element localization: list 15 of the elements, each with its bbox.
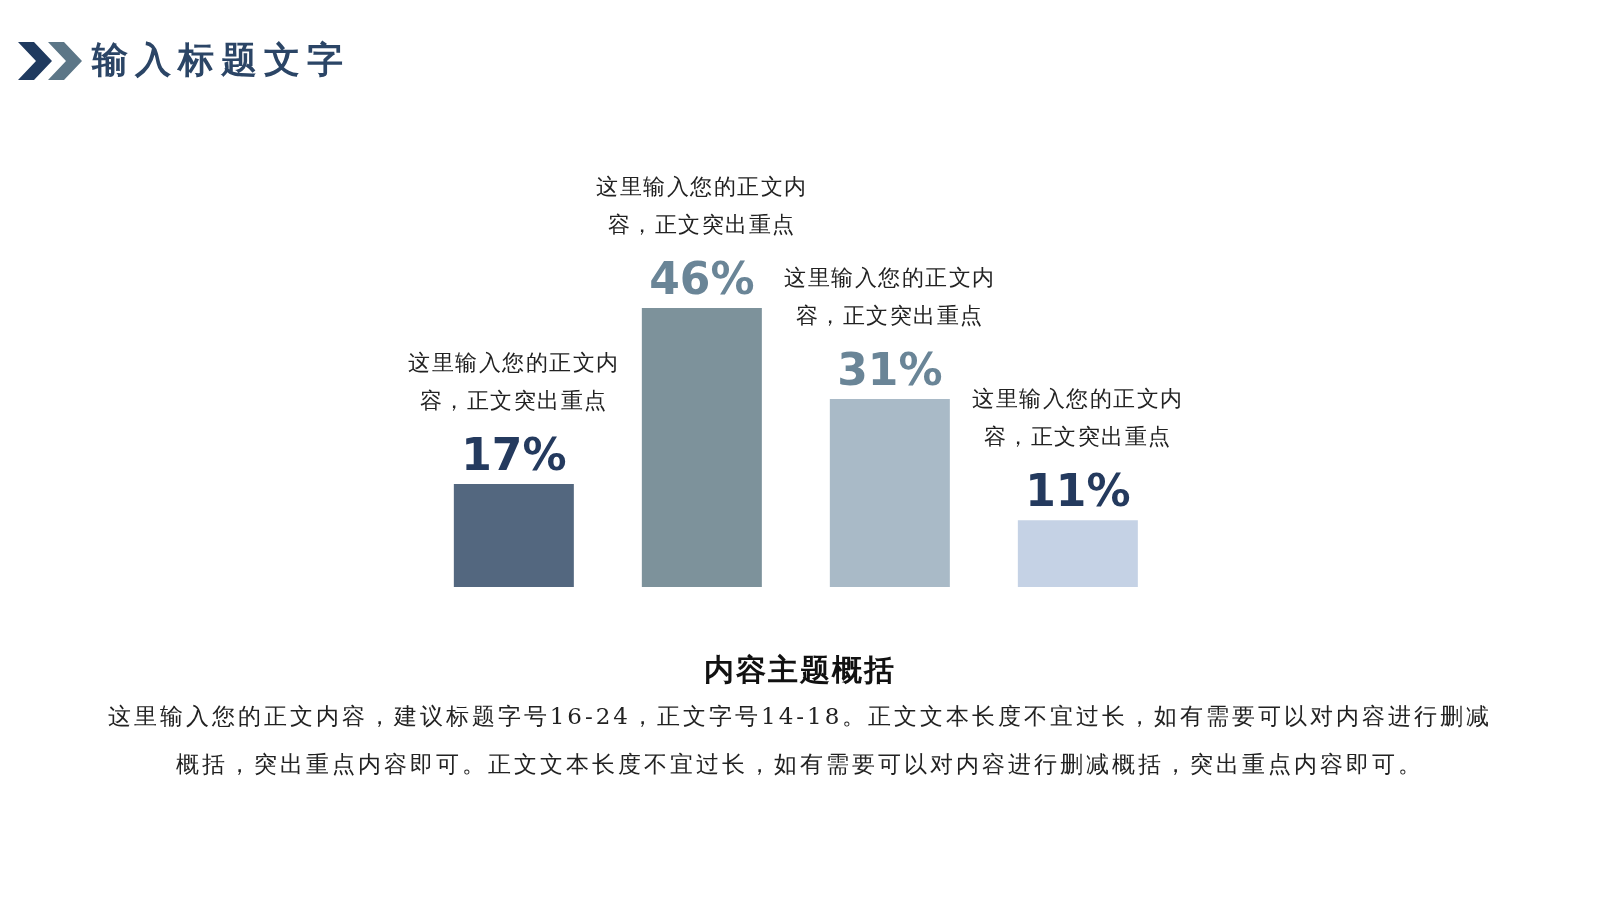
data-label: 31% bbox=[837, 343, 943, 395]
text: 内容主题概括 bbox=[703, 651, 897, 689]
data-label: 46% bbox=[649, 253, 755, 304]
data-label: 17% bbox=[461, 428, 567, 480]
text: 这里输入您的正文内容，正文突出重点 bbox=[596, 174, 808, 237]
chart-title: 输入标题文字 bbox=[92, 38, 350, 82]
bar bbox=[1017, 520, 1138, 587]
bar bbox=[641, 308, 762, 587]
annotation: 这里输入您的正文内容，正文突出重点 bbox=[784, 264, 996, 328]
bar bbox=[829, 398, 950, 587]
text: 这里输入您的正文内容，建议标题字号16-24，正文字号14-18。正文文本长度不宜过长，如有需要可以对内容进行删减概括，突出重点内容即可。正文文本长度不宜过长，如有需要可以对内容进行删减概括，突出重点内容即可。 bbox=[106, 702, 1494, 779]
data-label: 11% bbox=[1025, 465, 1131, 517]
annotation: 这里输入您的正文内容，正文突出重点 bbox=[408, 349, 620, 413]
bar bbox=[453, 483, 574, 587]
annotation: 这里输入您的正文内容，正文突出重点 bbox=[972, 386, 1184, 450]
